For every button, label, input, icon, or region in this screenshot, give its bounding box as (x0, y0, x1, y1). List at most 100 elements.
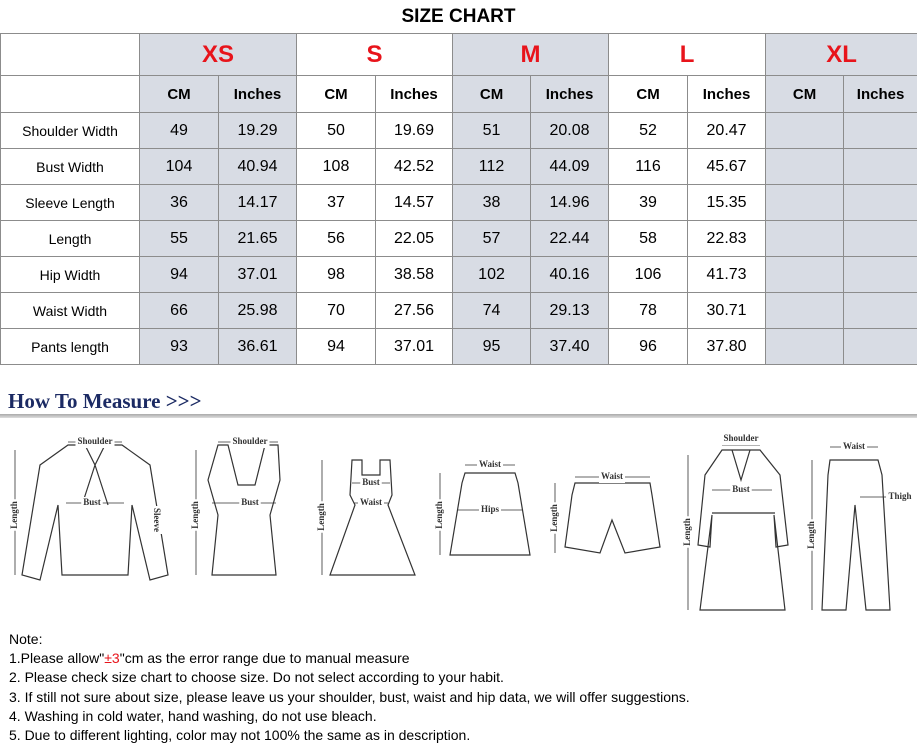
divider (0, 414, 917, 418)
size-header: XS (138, 33, 298, 76)
row-label: Waist Width (0, 292, 140, 329)
measure-label: Length (9, 501, 19, 529)
label-bg (840, 441, 868, 453)
unit-header: Inches (530, 75, 610, 113)
size-cell (843, 112, 917, 149)
label-bg (316, 501, 328, 533)
measure-label: Length (682, 518, 692, 546)
unit-header: Inches (217, 75, 298, 113)
measure-label: Bust (241, 497, 259, 507)
size-cell: 14.57 (375, 184, 454, 221)
size-cell: 20.08 (530, 112, 610, 149)
size-cell: 108 (296, 148, 377, 185)
note-line: 3. If still not sure about size, please … (9, 688, 690, 705)
size-cell: 94 (296, 328, 377, 365)
size-cell (765, 220, 845, 257)
data-row: Pants length 93 36.61 94 37.01 95 37.40 96 37.80 (0, 328, 917, 365)
unit-header: CM (608, 75, 689, 113)
size-cell: 50 (296, 112, 377, 149)
measure-label: Waist (479, 459, 501, 469)
measure-heading: How To Measure >>> (8, 389, 202, 413)
size-cell: 74 (452, 292, 532, 329)
size-cell: 36 (139, 184, 219, 221)
size-cell: 95 (452, 328, 532, 365)
corner-cell (0, 75, 140, 113)
size-cell: 94 (139, 256, 219, 293)
size-cell: 66 (139, 292, 219, 329)
size-table: XS S M L XL CM Inches CM Inches CM Inches CM Inches C… (0, 33, 917, 365)
note-highlight: ±3 (104, 650, 120, 667)
measure-label: Shoulder (232, 436, 267, 446)
size-cell: 14.17 (217, 184, 298, 221)
label-bg (806, 519, 818, 551)
label-bg (360, 477, 382, 489)
size-cell: 70 (296, 292, 377, 329)
size-cell (765, 292, 845, 329)
note-line: 4. Washing in cold water, hand washing, … (9, 707, 377, 724)
size-cell (843, 220, 917, 257)
size-cell: 41.73 (687, 256, 767, 293)
size-cell: 98 (296, 256, 377, 293)
measure-label: Length (549, 504, 559, 532)
size-row: XS S M L XL (0, 33, 917, 76)
size-cell: 27.56 (375, 292, 454, 329)
size-cell (843, 184, 917, 221)
measure-label: Waist (360, 497, 382, 507)
data-row: Waist Width 66 25.98 70 27.56 74 29.13 78 30.71 (0, 292, 917, 329)
size-cell: 39 (608, 184, 689, 221)
note-line: 2. Please check size chart to choose siz… (9, 669, 504, 686)
size-cell: 19.69 (375, 112, 454, 149)
measure-label: Bust (83, 497, 101, 507)
unit-header: Inches (687, 75, 767, 113)
row-label: Bust Width (0, 148, 140, 185)
size-header: S (296, 33, 454, 76)
unit-header: CM (452, 75, 532, 113)
label-bg (150, 506, 162, 534)
size-cell: 49 (139, 112, 219, 149)
measure-label: Shoulder (723, 433, 758, 443)
size-cell: 15.35 (687, 184, 767, 221)
size-cell: 20.47 (687, 112, 767, 149)
data-row: Sleeve Length 36 14.17 37 14.57 38 14.96 39 15.3… (0, 184, 917, 221)
size-cell: 52 (608, 112, 689, 149)
row-label: Hip Width (0, 256, 140, 293)
size-cell: 51 (452, 112, 532, 149)
notes: Note: 1.Please allow"±3"cm as the error … (9, 630, 690, 745)
size-cell: 22.83 (687, 220, 767, 257)
note-line: 5. Due to different lighting, color may … (9, 727, 471, 744)
measure-label: Waist (601, 471, 623, 481)
size-cell: 25.98 (217, 292, 298, 329)
size-cell: 36.61 (217, 328, 298, 365)
size-cell: 58 (608, 220, 689, 257)
label-bg (721, 433, 761, 445)
measure-label: Bust (732, 484, 750, 494)
data-row: Bust Width 104 40.94 108 42.52 112 44.09 116 45.… (0, 148, 917, 185)
size-cell: 44.09 (530, 148, 610, 185)
label-bg (434, 499, 446, 531)
size-cell (843, 256, 917, 293)
size-cell: 56 (296, 220, 377, 257)
size-cell (843, 292, 917, 329)
size-cell: 29.13 (530, 292, 610, 329)
size-cell: 37.80 (687, 328, 767, 365)
size-cell: 37 (296, 184, 377, 221)
data-row: Length 55 21.65 56 22.05 57 22.44 58 22.83 (0, 220, 917, 257)
measure-label: Bust (362, 477, 380, 487)
label-bg (682, 516, 694, 548)
size-cell: 55 (139, 220, 219, 257)
label-bg (81, 497, 103, 509)
size-cell (765, 184, 845, 221)
size-cell (765, 112, 845, 149)
size-header: XL (765, 33, 917, 76)
size-cell: 38 (452, 184, 532, 221)
label-bg (549, 502, 561, 534)
row-label: Length (0, 220, 140, 257)
size-cell (765, 256, 845, 293)
unit-header: CM (296, 75, 377, 113)
size-cell (843, 148, 917, 185)
size-cell: 37.01 (217, 256, 298, 293)
label-bg (476, 459, 504, 471)
measure-label: Hips (481, 504, 500, 514)
title: SIZE CHART (401, 6, 516, 27)
label-bg (478, 504, 502, 516)
